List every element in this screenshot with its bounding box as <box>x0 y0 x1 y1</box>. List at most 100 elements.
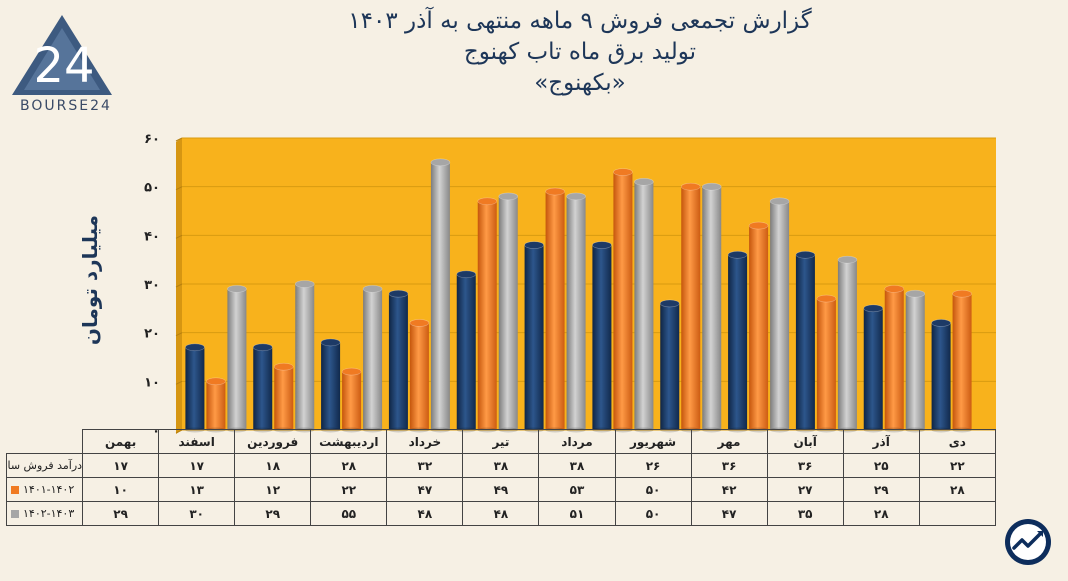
data-label: ۳۶ <box>766 453 844 478</box>
logo-triangle-icon: 24 <box>12 15 112 95</box>
category-label: بهمن <box>82 429 160 454</box>
bar-top-series-2 <box>680 182 701 191</box>
data-label: ۴۸ <box>386 501 464 526</box>
data-label: ۲۹ <box>842 477 920 502</box>
data-label: ۴۸ <box>462 501 540 526</box>
bar-series-3 <box>566 196 586 430</box>
y-tick-label: ۶۰ <box>144 132 160 147</box>
bar-top-series-1 <box>388 289 409 298</box>
data-label: ۳۰ <box>158 501 236 526</box>
bar-top-series-3 <box>498 192 519 201</box>
gridline-wall <box>175 380 183 385</box>
bar-top-series-2 <box>206 377 226 386</box>
y-tick-label: ۲۰ <box>144 327 160 342</box>
logo-mark: 24 <box>33 38 94 94</box>
bar-top-series-2 <box>952 289 972 298</box>
legend-entry: ۱۴۰۱-۱۴۰۲ <box>5 477 84 502</box>
category-label: مهر <box>690 429 768 454</box>
category-label: آذر <box>842 429 920 454</box>
table-corner <box>7 430 83 454</box>
bar-top-series-2 <box>477 197 498 206</box>
bar-top-series-1 <box>456 270 477 279</box>
legend-swatch <box>11 510 19 518</box>
bar-top-series-1 <box>252 343 273 352</box>
bar-series-1 <box>660 303 680 430</box>
data-label <box>918 501 997 526</box>
data-label: ۲۸ <box>842 501 920 526</box>
chart-title: گزارش تجمعی فروش ۹ ماهه منتهی به آذر ۱۴۰… <box>300 6 860 99</box>
bar-series-2 <box>342 371 362 430</box>
data-label: ۴۲ <box>690 477 768 502</box>
legend-swatch <box>11 486 19 494</box>
data-label: ۵۱ <box>538 501 616 526</box>
bar-series-3 <box>227 288 247 430</box>
category-label: اسفند <box>158 429 236 454</box>
bar-series-1 <box>524 245 544 430</box>
category-label: فروردین <box>234 429 312 454</box>
bar-top-series-1 <box>320 338 341 347</box>
data-label: ۴۷ <box>690 501 768 526</box>
bar-series-1 <box>185 347 205 430</box>
bar-top-series-3 <box>634 178 654 186</box>
category-label: خرداد <box>386 429 464 454</box>
bar-top-series-1 <box>727 251 748 259</box>
table-header-row: بهمن اسفند فروردین اردیبهشت خرداد تیر مرداد شهر… <box>7 429 997 454</box>
bar-top-series-1 <box>185 343 205 352</box>
bar-top-series-1 <box>795 251 816 259</box>
bar-series-2 <box>274 366 294 430</box>
bar-top-series-2 <box>545 187 565 196</box>
bar-top-series-3 <box>769 197 790 206</box>
bar-series-2 <box>952 293 972 430</box>
data-label: ۱۷ <box>82 453 160 478</box>
gridline-wall <box>175 137 183 142</box>
legend-entry: درآمد فروش سال ۱۴۰۰-۱۴۰۱ <box>5 453 84 478</box>
gridline-wall <box>175 283 183 288</box>
bar-top-series-2 <box>884 285 905 293</box>
bar-series-1 <box>456 274 476 430</box>
bar-series-3 <box>837 259 857 430</box>
category-label: آبان <box>766 429 844 454</box>
bar-top-series-3 <box>362 285 383 293</box>
bar-top-series-2 <box>613 168 633 176</box>
title-line-3: «بکهنوج» <box>534 70 626 96</box>
data-label: ۲۷ <box>766 477 844 502</box>
data-label: ۲۸ <box>310 453 388 478</box>
bar-series-3 <box>770 201 790 430</box>
bar-top-series-3 <box>837 255 858 264</box>
bar-series-2 <box>816 298 836 430</box>
category-label: تیر <box>462 429 540 454</box>
bar-series-1 <box>931 322 951 430</box>
logo-text: BOURSE24 <box>20 98 112 114</box>
y-tick-label: ۵۰ <box>144 181 160 196</box>
legend-label: درآمد فروش سال ۱۴۰۰-۱۴۰۱ <box>7 459 83 472</box>
bar-series-1 <box>795 254 815 430</box>
data-label: ۲۸ <box>918 477 997 502</box>
table-row: ۱۴۰۲-۱۴۰۳ ۲۹ ۳۰ ۲۹ ۵۵ ۴۸ ۴۸ ۵۱ ۵۰ ۴۷ ۳۵ ۲۸ <box>5 501 997 526</box>
y-tick-label: ۳۰ <box>144 278 160 293</box>
title-line-1: گزارش تجمعی فروش ۹ ماهه منتهی به آذر ۱۴۰… <box>348 8 812 34</box>
data-label: ۱۳ <box>158 477 236 502</box>
bar-series-2 <box>681 186 701 430</box>
bar-series-3 <box>634 181 654 430</box>
data-label: ۳۸ <box>462 453 540 478</box>
data-label: ۲۹ <box>82 501 160 526</box>
bar-series-3 <box>363 288 383 430</box>
y-tick-label: ۴۰ <box>144 229 160 244</box>
category-label: دی <box>918 429 997 454</box>
bar-series-3 <box>430 162 450 431</box>
bar-top-series-2 <box>409 319 430 327</box>
category-label: مرداد <box>538 429 616 454</box>
bar-series-2 <box>545 191 565 430</box>
category-label: شهریور <box>614 429 692 454</box>
bar-series-2 <box>613 172 633 431</box>
data-label: ۱۷ <box>158 453 236 478</box>
gridline-wall <box>175 186 183 191</box>
data-label: ۵۳ <box>538 477 616 502</box>
table-row: درآمد فروش سال ۱۴۰۰-۱۴۰۱۱۷۱۷۱۸۲۸۳۲۳۸۳۸۲۶… <box>5 453 997 478</box>
data-label: ۳۲ <box>386 453 464 478</box>
bar-series-2 <box>206 381 226 430</box>
bar-series-2 <box>477 201 497 430</box>
category-label: اردیبهشت <box>310 429 388 454</box>
data-label: ۵۰ <box>614 477 692 502</box>
data-label: ۴۹ <box>462 477 540 502</box>
